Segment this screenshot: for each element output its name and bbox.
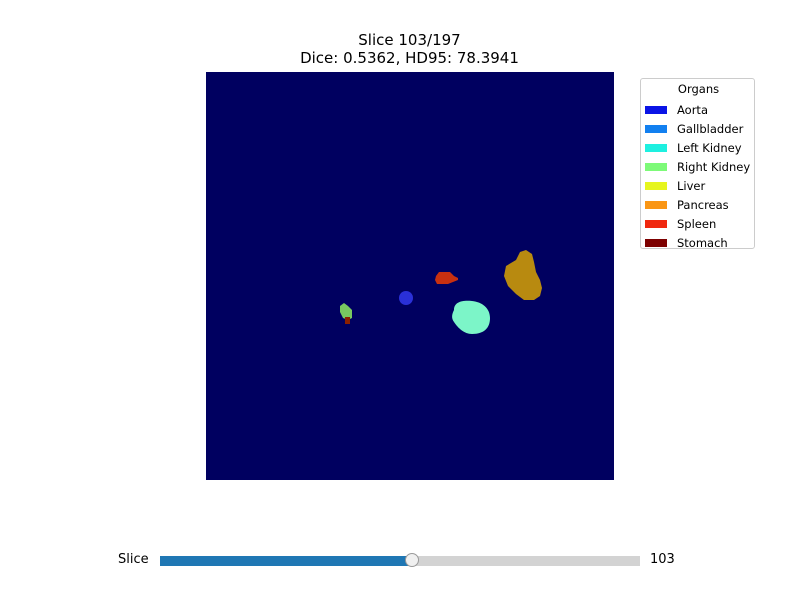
figure-title: Slice 103/197 Dice: 0.5362, HD95: 78.394…: [0, 31, 800, 67]
legend-label: Left Kidney: [677, 140, 742, 155]
legend-swatch: [645, 124, 667, 133]
legend-item: Spleen: [645, 214, 750, 233]
slider-value: 103: [650, 552, 675, 567]
legend-label: Gallbladder: [677, 121, 744, 136]
image-background: [206, 72, 614, 480]
legend-swatch: [645, 162, 667, 171]
legend-item: Pancreas: [645, 195, 750, 214]
legend-items: Aorta Gallbladder Left Kidney Right Kidn…: [645, 100, 750, 252]
slider-fill[interactable]: [160, 556, 413, 566]
legend-label: Stomach: [677, 235, 728, 250]
segmentation-image: [206, 72, 614, 480]
region-right-kidney: [340, 303, 352, 320]
region-spleen: [435, 272, 458, 284]
region-stomach: [345, 317, 350, 324]
legend-label: Aorta: [677, 102, 708, 117]
region-liver: [504, 250, 542, 300]
legend-item: Stomach: [645, 233, 750, 252]
legend-swatch: [645, 105, 667, 114]
legend-item: Left Kidney: [645, 138, 750, 157]
legend-label: Spleen: [677, 216, 717, 231]
legend-title: Organs: [677, 82, 720, 96]
region-left-kidney: [452, 300, 490, 334]
legend-item: Aorta: [645, 100, 750, 119]
legend-swatch: [645, 181, 667, 190]
legend-label: Liver: [677, 178, 706, 193]
legend-swatch: [645, 238, 667, 247]
segmentation-canvas: [206, 72, 614, 480]
legend-swatch: [645, 143, 667, 152]
legend-item: Right Kidney: [645, 157, 750, 176]
metrics-title: Dice: 0.5362, HD95: 78.3941: [300, 49, 519, 67]
organ-legend: Organs Aorta Gallbladder Left Kidney Rig…: [640, 78, 755, 252]
legend-label: Right Kidney: [677, 159, 751, 174]
legend-item: Liver: [645, 176, 750, 195]
legend-label: Pancreas: [677, 197, 729, 212]
slider-label: Slice: [118, 552, 149, 567]
slider-handle[interactable]: [405, 553, 420, 567]
legend-swatch: [645, 219, 667, 228]
slice-title: Slice 103/197: [358, 31, 461, 49]
region-aorta: [399, 291, 413, 305]
legend-item: Gallbladder: [645, 119, 750, 138]
legend-swatch: [645, 200, 667, 209]
